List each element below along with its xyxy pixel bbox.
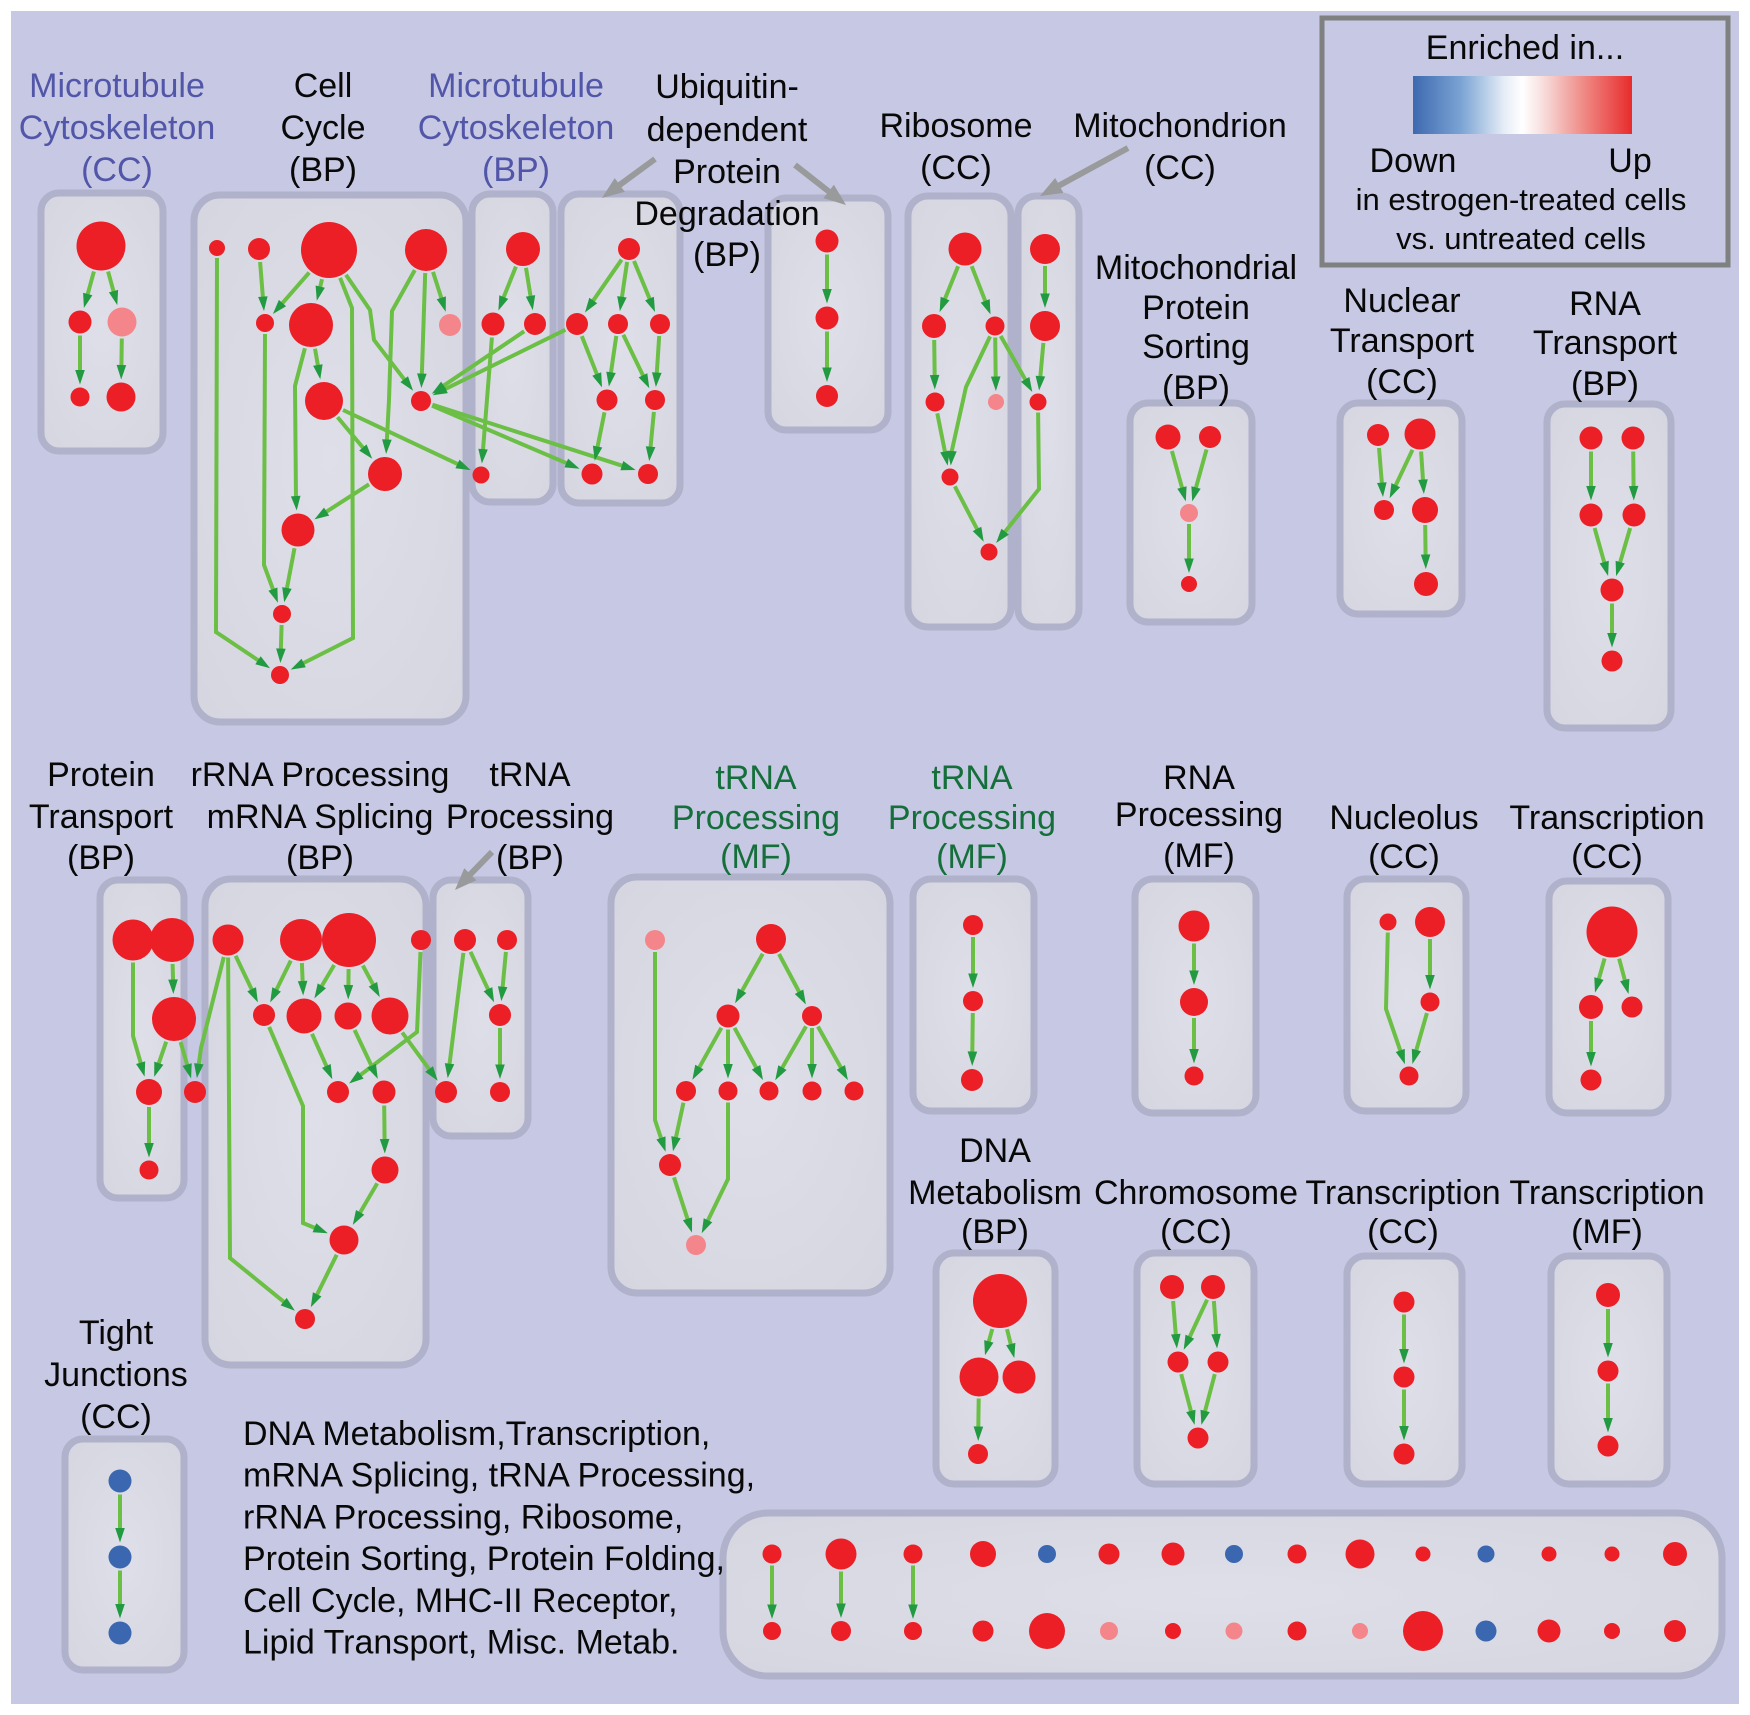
svg-text:Protein: Protein [47, 756, 155, 794]
svg-text:(BP): (BP) [67, 839, 135, 877]
svg-text:Microtubule: Microtubule [428, 67, 604, 105]
svg-text:rRNA Processing, Ribosome,: rRNA Processing, Ribosome, [243, 1498, 683, 1536]
svg-text:RNA: RNA [1163, 759, 1235, 797]
svg-text:tRNA: tRNA [715, 759, 797, 797]
svg-text:Transcription: Transcription [1305, 1174, 1500, 1212]
svg-text:(MF): (MF) [936, 838, 1008, 876]
svg-text:(MF): (MF) [1571, 1213, 1643, 1251]
svg-text:(BP): (BP) [1162, 369, 1230, 407]
svg-text:Processing: Processing [888, 799, 1056, 837]
svg-text:Mitochondrion: Mitochondrion [1073, 107, 1287, 145]
svg-text:Sorting: Sorting [1142, 328, 1250, 366]
svg-text:(BP): (BP) [286, 839, 354, 877]
svg-text:mRNA Splicing, tRNA Processing: mRNA Splicing, tRNA Processing, [243, 1457, 755, 1495]
svg-text:(MF): (MF) [720, 838, 792, 876]
svg-text:Up: Up [1608, 142, 1651, 180]
svg-text:Processing: Processing [446, 798, 614, 836]
svg-text:(BP): (BP) [482, 151, 550, 189]
svg-text:Transcription: Transcription [1509, 799, 1704, 837]
svg-text:Nucleolus: Nucleolus [1329, 799, 1478, 837]
svg-text:(CC): (CC) [1144, 149, 1216, 187]
svg-text:vs. untreated cells: vs. untreated cells [1396, 221, 1646, 256]
svg-text:Transport: Transport [1533, 324, 1678, 362]
svg-text:Processing: Processing [672, 799, 840, 837]
svg-text:Protein: Protein [673, 153, 781, 191]
svg-text:(BP): (BP) [1571, 365, 1639, 403]
svg-text:Degradation: Degradation [634, 195, 819, 233]
svg-text:(BP): (BP) [961, 1213, 1029, 1251]
svg-text:Metabolism: Metabolism [908, 1174, 1082, 1212]
svg-text:Enriched in...: Enriched in... [1426, 29, 1624, 67]
svg-text:in estrogen-treated cells: in estrogen-treated cells [1356, 182, 1687, 217]
svg-text:(MF): (MF) [1163, 837, 1235, 875]
svg-text:(BP): (BP) [693, 236, 761, 274]
svg-text:tRNA: tRNA [489, 756, 571, 794]
svg-text:Transport: Transport [1330, 322, 1475, 360]
svg-text:tRNA: tRNA [931, 759, 1013, 797]
svg-text:Cytoskeleton: Cytoskeleton [19, 109, 216, 147]
svg-text:DNA Metabolism,Transcription,: DNA Metabolism,Transcription, [243, 1415, 710, 1453]
svg-text:(CC): (CC) [1368, 838, 1440, 876]
svg-text:(CC): (CC) [1366, 363, 1438, 401]
svg-text:Microtubule: Microtubule [29, 67, 205, 105]
svg-text:Protein: Protein [1142, 289, 1250, 327]
svg-text:Lipid Transport, Misc. Metab.: Lipid Transport, Misc. Metab. [243, 1624, 680, 1662]
svg-text:Mitochondrial: Mitochondrial [1095, 249, 1297, 287]
svg-text:(CC): (CC) [920, 149, 992, 187]
svg-text:Chromosome: Chromosome [1094, 1174, 1298, 1212]
svg-text:Ubiquitin-: Ubiquitin- [655, 68, 799, 106]
svg-text:dependent: dependent [647, 111, 808, 149]
svg-text:DNA: DNA [959, 1132, 1031, 1170]
svg-text:(CC): (CC) [81, 151, 153, 189]
svg-text:rRNA Processing: rRNA Processing [191, 756, 450, 794]
svg-text:(CC): (CC) [1367, 1213, 1439, 1251]
svg-text:(CC): (CC) [80, 1398, 152, 1436]
svg-text:Tight: Tight [79, 1314, 154, 1352]
svg-text:Cell: Cell [294, 67, 353, 105]
svg-text:Ribosome: Ribosome [879, 107, 1032, 145]
svg-text:Cell Cycle, MHC-II Receptor,: Cell Cycle, MHC-II Receptor, [243, 1582, 678, 1620]
svg-text:Cycle: Cycle [280, 109, 365, 147]
svg-text:Junctions: Junctions [44, 1356, 188, 1394]
svg-text:(BP): (BP) [289, 151, 357, 189]
svg-text:Nuclear: Nuclear [1343, 282, 1460, 320]
svg-text:Down: Down [1370, 142, 1457, 180]
svg-text:(CC): (CC) [1160, 1213, 1232, 1251]
svg-text:Protein Sorting, Protein Foldi: Protein Sorting, Protein Folding, [243, 1540, 725, 1578]
svg-text:Transcription: Transcription [1509, 1174, 1704, 1212]
svg-text:Cytoskeleton: Cytoskeleton [418, 109, 615, 147]
svg-text:(CC): (CC) [1571, 838, 1643, 876]
svg-text:Processing: Processing [1115, 796, 1283, 834]
svg-text:mRNA Splicing: mRNA Splicing [207, 798, 434, 836]
svg-text:RNA: RNA [1569, 285, 1641, 323]
svg-text:(BP): (BP) [496, 839, 564, 877]
svg-text:Transport: Transport [29, 798, 174, 836]
